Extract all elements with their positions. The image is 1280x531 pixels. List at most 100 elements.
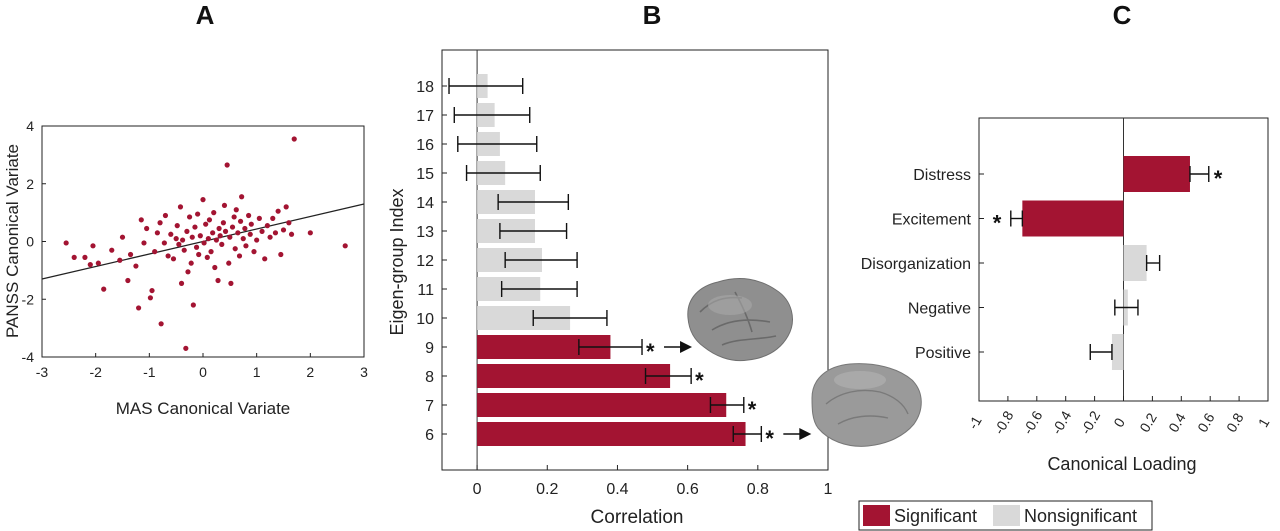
panel-b-bar — [477, 422, 746, 446]
panel-b-x-tick-label: 0.6 — [677, 481, 699, 498]
panel-a-data-point — [247, 231, 253, 237]
panel-a-data-point — [87, 262, 93, 268]
panel-a-data-point — [180, 237, 186, 243]
panel-a-data-point — [136, 305, 142, 311]
panel-a-data-point — [210, 230, 216, 236]
panel-c-significance-star: * — [1214, 166, 1223, 191]
panel-c-x-tick-label: -0.2 — [1077, 408, 1103, 437]
panel-b-x-tick-label: 1 — [824, 481, 833, 498]
panel-c-x-tick-label: -0.6 — [1020, 408, 1046, 437]
panel-a-data-point — [224, 162, 230, 168]
panel-a-x-tick-label: 1 — [253, 364, 261, 380]
panel-a-data-point — [63, 240, 69, 246]
panel-b-y-tick-label: 8 — [425, 369, 434, 386]
panel-a-data-point — [229, 224, 236, 230]
legend: Significant Nonsignificant — [858, 500, 1153, 531]
panel-a-data-point — [165, 253, 171, 259]
panel-a-data-point — [254, 237, 260, 243]
panel-a-data-point — [119, 234, 126, 240]
panel-a-data-point — [232, 246, 238, 252]
panel-b-significance-star: * — [765, 426, 774, 451]
panel-a-data-point — [188, 260, 194, 266]
panel-b-y-tick-label: 9 — [425, 340, 434, 357]
panel-a-data-point — [248, 221, 254, 227]
panel-a-data-point — [307, 230, 313, 236]
panel-a-data-point — [168, 231, 174, 237]
panel-a-data-point — [82, 254, 88, 260]
legend-significant-swatch — [863, 505, 890, 526]
panel-a-data-point — [217, 233, 223, 239]
panel-a-data-point — [138, 217, 144, 223]
brain-rendering-medial-icon — [811, 363, 922, 447]
panel-a-data-point — [173, 236, 179, 242]
panel-a-data-point — [228, 280, 234, 286]
panel-b-y-tick-label: 18 — [416, 79, 434, 96]
panel-a-data-point — [177, 204, 184, 210]
panel-a-data-point — [286, 220, 292, 226]
panel-a-data-point — [178, 280, 185, 286]
panel-a-data-point — [90, 243, 96, 249]
panel-a-x-tick-label: -3 — [36, 364, 49, 380]
panel-a-data-point — [267, 234, 273, 240]
panel-b-y-tick-label: 6 — [425, 427, 434, 444]
panel-a-data-point — [200, 197, 206, 203]
panel-a-data-point — [215, 277, 221, 284]
panel-a-data-point — [231, 214, 237, 220]
panel-a-data-point — [222, 228, 229, 234]
panel-a-data-point — [158, 321, 164, 327]
panel-a-data-point — [133, 263, 139, 269]
panel-a-data-point — [149, 287, 155, 294]
panel-c-bar — [1123, 156, 1190, 192]
panel-a-data-point — [220, 220, 226, 226]
panel-c-y-tick-label: Negative — [908, 301, 971, 318]
panel-a-data-point — [176, 241, 182, 247]
panel-a-data-point — [237, 218, 244, 224]
panel-c-x-tick-label: 0.8 — [1223, 410, 1247, 435]
panel-a-data-point — [196, 251, 202, 258]
panel-a-data-point — [195, 211, 201, 217]
panel-a-data-point — [235, 230, 241, 236]
panel-c-y-tick-label: Positive — [915, 345, 971, 362]
panel-b-y-tick-label: 13 — [416, 224, 434, 241]
panel-b-y-tick-label: 14 — [416, 195, 434, 212]
panel-a-data-point — [275, 208, 281, 214]
panel-a-data-point — [203, 221, 209, 227]
panel-b-y-tick-label: 16 — [416, 137, 434, 154]
panel-a-data-point — [342, 243, 348, 249]
panel-a-x-tick-label: -1 — [143, 364, 156, 380]
panel-a-data-point — [152, 249, 158, 255]
panel-a-data-point — [192, 224, 198, 230]
panel-a-data-point — [95, 260, 101, 266]
panel-a-data-point — [71, 254, 77, 260]
panel-a-x-axis-title: MAS Canonical Variate — [116, 399, 291, 418]
panel-a-data-point — [216, 225, 222, 232]
panel-c-significance-star: * — [993, 211, 1002, 236]
panel-a-data-point — [205, 236, 211, 242]
panel-a-x-tick-label: -2 — [89, 364, 102, 380]
panel-a-data-point — [283, 204, 289, 210]
panel-a-data-point — [201, 240, 207, 246]
panel-b-y-tick-label: 10 — [416, 311, 434, 328]
panel-b-significance-star: * — [748, 397, 757, 422]
panel-a-data-point — [227, 234, 233, 240]
legend-nonsignificant-label: Nonsignificant — [1024, 506, 1137, 526]
panel-a-y-tick-label: 4 — [26, 118, 34, 134]
panel-a-data-point — [259, 228, 265, 234]
panel-b-y-tick-label: 7 — [425, 398, 434, 415]
panel-a-data-point — [181, 247, 187, 253]
brain-rendering-lateral-icon — [687, 278, 793, 362]
panel-b-x-tick-label: 0.8 — [747, 481, 769, 498]
panel-a-data-point — [189, 234, 195, 240]
panel-c-bar — [1022, 200, 1124, 237]
panel-a-data-point — [239, 194, 245, 200]
panel-a-data-point — [197, 233, 203, 239]
panel-b-arrow-head — [799, 428, 812, 440]
panel-b-y-axis-title: Eigen-group Index — [387, 188, 407, 335]
panel-a-data-point — [174, 223, 180, 229]
panel-c-bar — [1111, 334, 1124, 370]
panel-b-bar — [477, 364, 671, 388]
panel-a-data-point — [144, 225, 150, 232]
panel-a-data-point — [206, 217, 213, 223]
panel-b-y-tick-label: 12 — [416, 253, 434, 270]
panel-a-data-point — [162, 212, 169, 219]
